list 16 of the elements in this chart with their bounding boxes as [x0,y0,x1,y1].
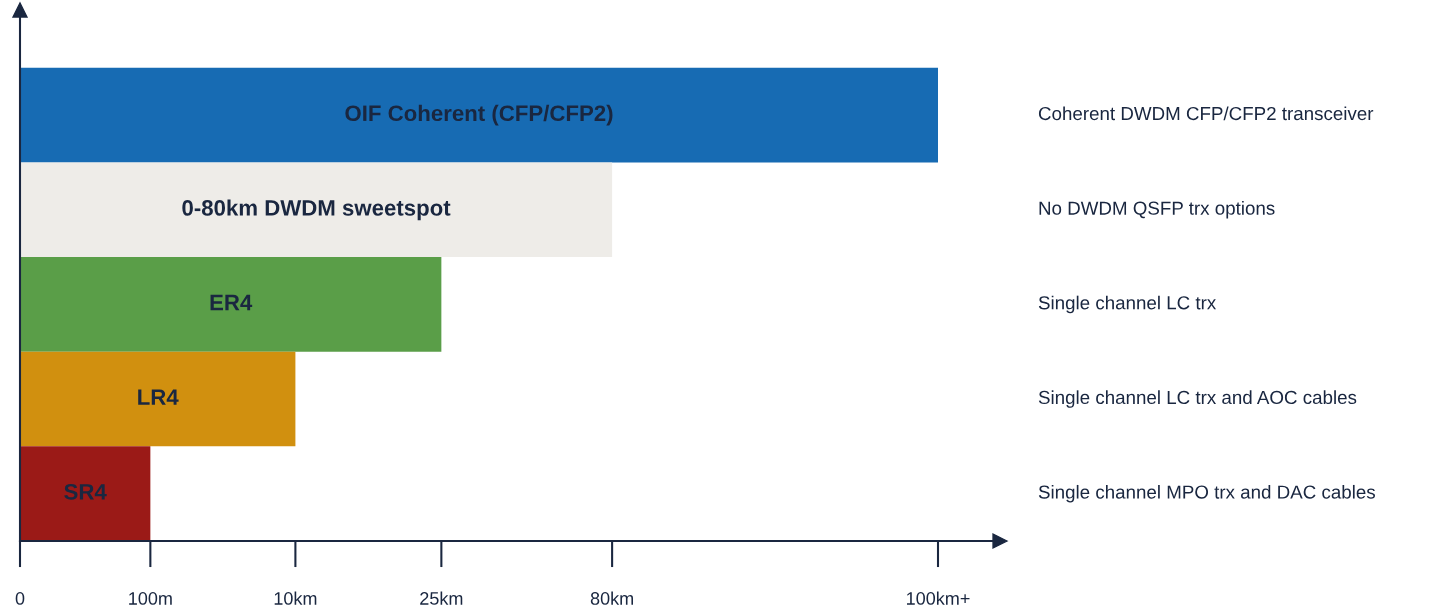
y-tick-label: ER4 [210,294,253,311]
text: Single channel LC trx [1038,295,1217,314]
y-tick-label: OIF Coherent (CFP/CFP2) [345,104,613,126]
text: 25km [420,591,463,605]
text: No DWDM QSFP trx options [1039,201,1275,219]
y-tick-label: LR4 [138,389,179,405]
text: 0 [15,592,25,605]
y-tick-label: 0-80km DWDM sweetspot [182,199,451,221]
text: 100km+ [907,591,970,605]
text: Coherent DWDM CFP/CFP2 transceiver [1038,106,1374,121]
text: Single channel LC trx and AOC cables [1038,390,1357,408]
text: Single channel MPO trx and DAC cables [1038,484,1375,503]
text: 10km [274,591,317,605]
text: 80km [590,591,633,605]
y-tick-label: SR4 [64,483,107,500]
text: 100m [129,592,172,605]
